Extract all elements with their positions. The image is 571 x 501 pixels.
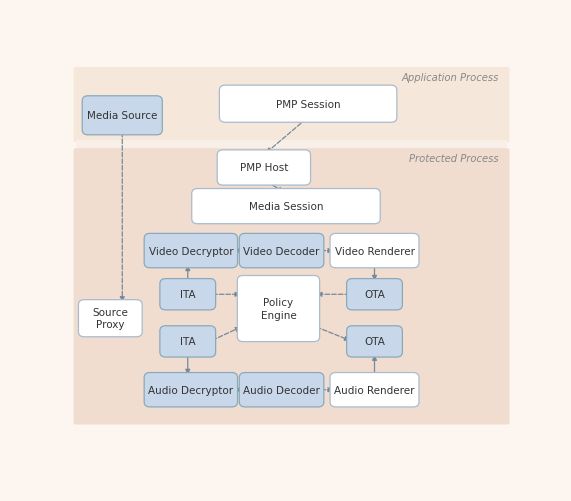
FancyBboxPatch shape	[239, 234, 324, 268]
FancyBboxPatch shape	[330, 373, 419, 407]
Text: ITA: ITA	[180, 290, 196, 300]
FancyBboxPatch shape	[74, 149, 509, 425]
FancyBboxPatch shape	[78, 300, 142, 337]
Text: Protected Process: Protected Process	[409, 153, 498, 163]
Text: Source
Proxy: Source Proxy	[93, 308, 128, 330]
FancyBboxPatch shape	[219, 86, 397, 123]
Text: OTA: OTA	[364, 337, 385, 347]
Text: ITA: ITA	[180, 337, 196, 347]
Bar	[76, 141, 507, 153]
Text: Audio Decoder: Audio Decoder	[243, 385, 320, 395]
Text: Audio Renderer: Audio Renderer	[334, 385, 415, 395]
FancyBboxPatch shape	[82, 97, 162, 136]
Text: OTA: OTA	[364, 290, 385, 300]
FancyBboxPatch shape	[347, 279, 403, 310]
FancyBboxPatch shape	[239, 373, 324, 407]
FancyBboxPatch shape	[144, 373, 238, 407]
FancyBboxPatch shape	[217, 151, 311, 186]
Text: PMP Host: PMP Host	[240, 163, 288, 173]
FancyBboxPatch shape	[238, 276, 320, 342]
Text: Video Decoder: Video Decoder	[243, 246, 320, 256]
Text: PMP Session: PMP Session	[276, 100, 340, 110]
Text: Policy
Engine: Policy Engine	[260, 298, 296, 320]
Text: Audio Decryptor: Audio Decryptor	[148, 385, 234, 395]
Text: Media Source: Media Source	[87, 111, 158, 121]
Text: Video Decryptor: Video Decryptor	[148, 246, 233, 256]
Text: Media Session: Media Session	[249, 202, 323, 212]
Text: Application Process: Application Process	[401, 73, 498, 83]
FancyBboxPatch shape	[144, 234, 238, 268]
FancyBboxPatch shape	[192, 189, 380, 224]
FancyBboxPatch shape	[74, 68, 509, 143]
FancyBboxPatch shape	[330, 234, 419, 268]
FancyBboxPatch shape	[160, 326, 216, 357]
FancyBboxPatch shape	[160, 279, 216, 310]
Text: Video Renderer: Video Renderer	[335, 246, 415, 256]
FancyBboxPatch shape	[347, 326, 403, 357]
